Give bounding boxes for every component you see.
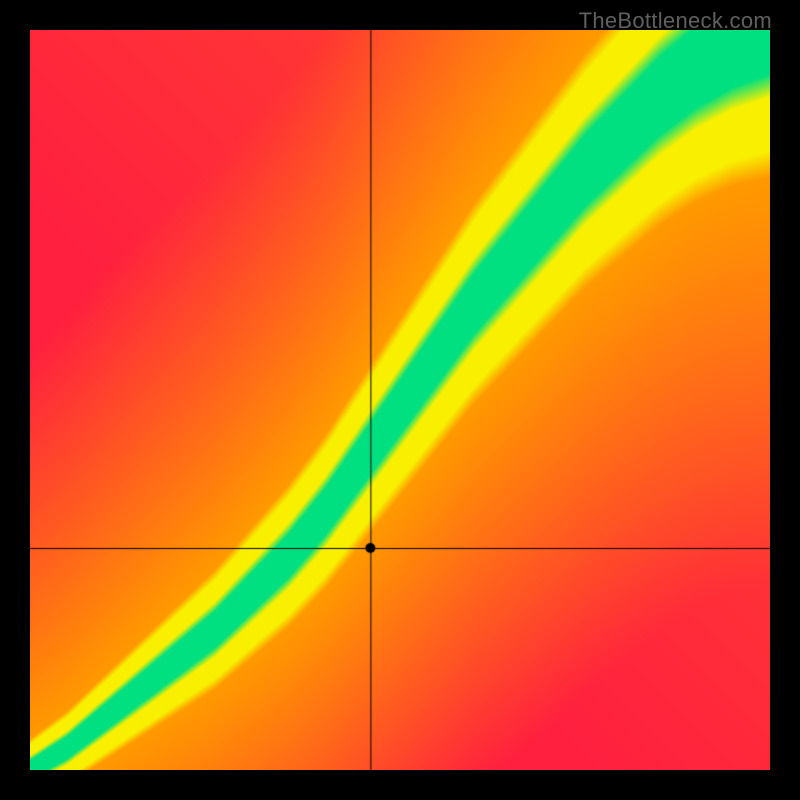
chart-container: TheBottleneck.com bbox=[0, 0, 800, 800]
heatmap-canvas bbox=[30, 30, 770, 770]
heatmap-plot bbox=[30, 30, 770, 770]
